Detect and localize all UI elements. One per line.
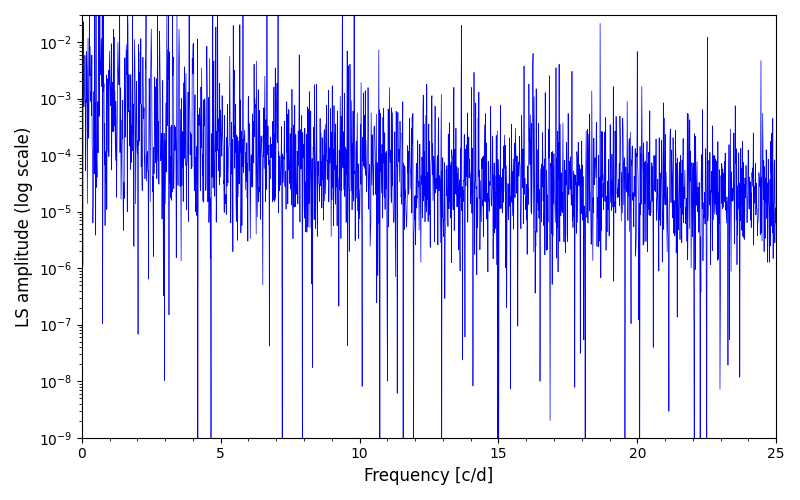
Y-axis label: LS amplitude (log scale): LS amplitude (log scale) [15, 126, 33, 326]
X-axis label: Frequency [c/d]: Frequency [c/d] [364, 467, 494, 485]
